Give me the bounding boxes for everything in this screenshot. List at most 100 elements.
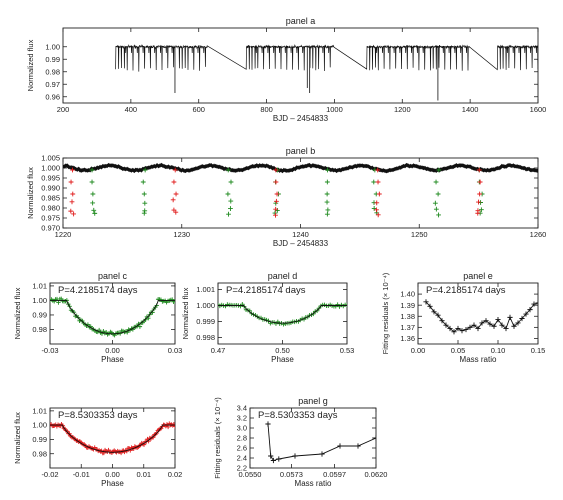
x-axis-label: Mass ratio xyxy=(295,479,332,488)
transit-point-red xyxy=(273,212,278,218)
x-tick-label: 0.0597 xyxy=(323,470,346,479)
period-annotation: P=8.5303353 days xyxy=(258,410,338,421)
y-tick-label: 0.96 xyxy=(45,92,60,101)
transit-point-green xyxy=(325,167,330,173)
flux-point xyxy=(271,165,277,171)
plot-area xyxy=(63,162,538,218)
y-tick-label: 1.000 xyxy=(196,301,215,310)
x-tick-label: -0.03 xyxy=(41,346,58,355)
y-tick-label: 1.39 xyxy=(400,301,415,310)
residual-point xyxy=(479,320,485,326)
model-curve xyxy=(218,305,347,324)
plot-area xyxy=(265,421,376,464)
y-tick-label: 0.99 xyxy=(32,435,47,444)
y-axis-label: Normalized flux xyxy=(26,39,35,91)
x-tick-label: 800 xyxy=(260,105,273,114)
transit-point-red xyxy=(171,179,177,185)
residual-point xyxy=(373,435,376,441)
transit-point-green xyxy=(324,211,330,217)
x-tick-label: 1400 xyxy=(462,105,479,114)
residual-point xyxy=(471,322,477,328)
flux-point xyxy=(526,166,532,172)
y-tick-label: 2.6 xyxy=(237,444,247,453)
residual-point xyxy=(503,325,509,332)
phase-point xyxy=(172,299,175,304)
x-tick-label: 0.0573 xyxy=(280,470,303,479)
x-axis-label: Phase xyxy=(101,479,124,488)
x-tick-label: 1220 xyxy=(55,230,72,239)
transit-point-green xyxy=(90,200,96,206)
x-tick-label: 0.53 xyxy=(340,346,355,355)
plot-frame xyxy=(417,282,539,345)
y-tick-label: 0.99 xyxy=(45,55,60,64)
plot-area xyxy=(218,302,347,327)
panel-d: 0.47 0.50 0.53 0.998 0.999 1.000 1.001 panel d P… xyxy=(181,271,354,364)
period-annotation: P=4.2185174 days xyxy=(58,285,138,296)
residual-point xyxy=(535,300,538,306)
residual-point xyxy=(268,453,274,459)
y-axis-label: Normalized flux xyxy=(26,167,35,219)
residual-point xyxy=(459,328,465,334)
transit-point-green xyxy=(432,200,438,206)
y-tick-label: 1.00 xyxy=(32,421,47,430)
residual-point xyxy=(511,323,517,329)
residual-point xyxy=(292,453,298,459)
residual-point xyxy=(319,451,325,457)
x-tick-label: 0.01 xyxy=(136,470,151,479)
residual-point xyxy=(423,299,429,305)
plot-area xyxy=(50,296,175,338)
y-tick-label: 0.98 xyxy=(32,325,47,334)
transit-point-red xyxy=(477,179,483,185)
y-tick-label: 1.005 xyxy=(41,154,60,163)
residual-point xyxy=(467,324,473,330)
residual-point xyxy=(265,421,271,427)
phase-point xyxy=(169,297,175,302)
y-tick-label: 1.00 xyxy=(45,42,60,51)
residual-point xyxy=(527,307,533,313)
x-tick-label: 1230 xyxy=(173,230,190,239)
phase-point xyxy=(172,424,175,429)
transit-point-red xyxy=(68,179,74,185)
residual-point xyxy=(463,326,469,333)
panel-title: panel d xyxy=(268,271,298,281)
flux-point xyxy=(99,165,104,170)
period-annotation: P=8.5303353 days xyxy=(58,410,138,421)
model-curve xyxy=(50,299,175,335)
transit-point-red xyxy=(374,200,380,206)
transit-point-red xyxy=(476,167,482,173)
residual-point xyxy=(487,321,493,327)
y-tick-label: 0.98 xyxy=(32,449,47,458)
transit-point-red xyxy=(173,191,179,197)
phase-point xyxy=(128,448,133,453)
transit-point-green xyxy=(142,200,148,206)
transit-point-red xyxy=(273,206,279,212)
y-tick-label: 0.97 xyxy=(45,80,60,89)
y-tick-label: 0.975 xyxy=(41,214,60,223)
x-tick-label: 0.05 xyxy=(451,346,466,355)
transit-point-red xyxy=(475,210,481,216)
y-axis-label: Fitting residuals (× 10⁻⁴) xyxy=(381,272,390,354)
x-tick-label: 1600 xyxy=(530,105,547,114)
transit-point-green xyxy=(142,208,148,214)
residual-point xyxy=(507,314,513,320)
transit-point-red xyxy=(69,199,75,205)
residual-point xyxy=(270,457,276,464)
x-axis-label: Phase xyxy=(101,355,124,364)
x-axis-label: Mass ratio xyxy=(460,355,497,364)
x-axis-label: BJD – 2454833 xyxy=(273,114,329,123)
x-axis-label: Phase xyxy=(271,355,294,364)
phase-point xyxy=(65,429,70,434)
y-tick-label: 3.2 xyxy=(237,414,247,423)
y-tick-label: 1.37 xyxy=(400,323,415,332)
y-tick-label: 2.2 xyxy=(237,464,247,473)
panel-b: 1220 1230 1240 1250 1260 0.9700.9750.9800.985… xyxy=(26,146,546,248)
panel-title: panel e xyxy=(463,271,493,281)
transit-point-red xyxy=(375,167,381,173)
residual-point xyxy=(337,443,343,449)
panel-a: 200 400 600 800 1000 1200 1400 1600 0.96 0.97 0.98… xyxy=(26,16,546,123)
transit-point-green xyxy=(478,207,484,213)
x-tick-label: 1240 xyxy=(292,230,309,239)
transit-point-green xyxy=(140,179,146,185)
y-axis-label: Normalized flux xyxy=(181,287,190,339)
transit-point-green xyxy=(436,212,441,218)
